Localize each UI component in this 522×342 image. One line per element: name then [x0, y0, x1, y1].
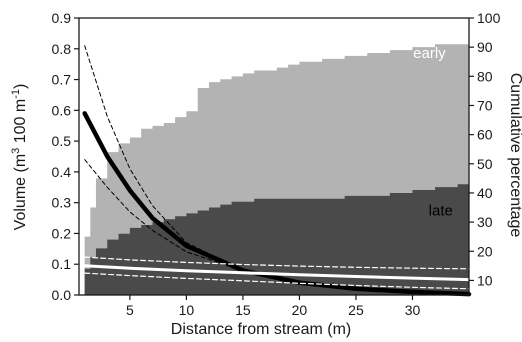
y-left-tick-label: 0.0	[52, 287, 72, 303]
series-label-late: late	[429, 203, 453, 220]
x-tick-label: 10	[179, 302, 195, 318]
y-left-tick-label: 0.6	[52, 102, 72, 118]
x-tick-label: 25	[348, 302, 364, 318]
x-tick-label: 5	[126, 302, 134, 318]
tick-layer: 5 10 15 20 25 30 0.0 0.1 0.2 0.3 0.4 0.5 0.6 0.7 0.8 0.…	[52, 10, 501, 318]
y-left-tick-label: 0.7	[52, 72, 72, 88]
area-layer	[84, 41, 470, 295]
line-layer	[82, 45, 472, 297]
y-right-tick-label: 50	[477, 156, 493, 172]
plot-frame	[78, 17, 470, 296]
y-axis-right-title: Cumulative percentage	[507, 73, 522, 238]
y-right-tick-label: 60	[477, 127, 493, 143]
confidence-curve-2	[84, 159, 470, 295]
confidence-curve-1	[84, 45, 470, 295]
y-right-tick-label: 30	[477, 214, 493, 230]
y-axis-left-title: Volume (m3 100 m-1)	[10, 84, 29, 231]
y-left-mid: 100 m	[12, 99, 29, 148]
white-confidence-curve-5	[84, 272, 470, 290]
y-right-tick-label: 20	[477, 243, 493, 259]
y-right-tick-label: 90	[477, 39, 493, 55]
y-left-tick-label: 0.5	[52, 133, 72, 149]
y-left-tick-label: 0.4	[52, 164, 72, 180]
x-tick-label: 30	[405, 302, 421, 318]
y-left-tick-label: 0.1	[52, 256, 72, 272]
y-left-sup-2: -1	[10, 89, 22, 99]
white-confidence-curve-4	[84, 256, 470, 270]
y-left-tick-label: 0.2	[52, 225, 72, 241]
y-right-tick-label: 40	[477, 185, 493, 201]
y-left-sup-1: 3	[10, 148, 22, 154]
y-left-tick-label: 0.3	[52, 195, 72, 211]
y-left-end: )	[12, 84, 29, 89]
label-layer: early late	[413, 45, 453, 219]
x-tick-label: 15	[235, 302, 251, 318]
y-right-tick-label: 80	[477, 68, 493, 84]
y-left-tick-label: 0.8	[52, 41, 72, 57]
x-axis-title: Distance from stream (m)	[171, 321, 351, 338]
white-fitted-curve	[83, 264, 471, 282]
y-right-tick-label: 10	[477, 272, 493, 288]
late-area	[84, 181, 470, 295]
y-right-tick-label: 100	[477, 10, 501, 26]
x-tick-label: 20	[292, 302, 308, 318]
y-right-tick-label: 70	[477, 97, 493, 113]
series-label-early: early	[413, 45, 446, 62]
y-left-tick-label: 0.9	[52, 10, 72, 26]
y-left-main: Volume (m	[12, 154, 29, 230]
